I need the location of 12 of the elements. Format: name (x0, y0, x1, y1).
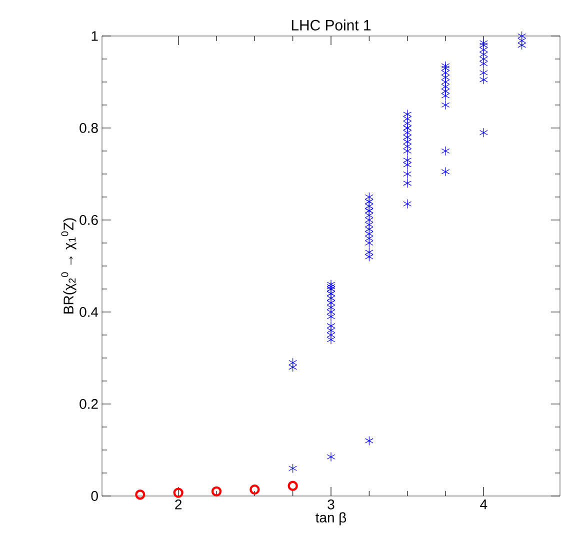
x-axis-title: tan β (316, 512, 346, 526)
x-tick-label: 3 (328, 500, 334, 510)
x-tick-label: 4 (480, 500, 488, 510)
y-tick-label: 1 (92, 31, 98, 41)
y-tick-label: 0.6 (80, 215, 98, 225)
chart-title: LHC Point 1 (292, 20, 371, 30)
y-tick-label: 0.2 (80, 399, 98, 409)
y-tick-label: 0.8 (80, 123, 98, 133)
x-tick-label: 2 (175, 500, 182, 510)
y-tick-label: 0 (91, 491, 98, 501)
y-axis-title: BR(χ$_{2}$$^{0}$ → χ$_{1}$$^{0}$Z) (61, 218, 76, 314)
y-tick-label: 0.4 (80, 307, 98, 317)
